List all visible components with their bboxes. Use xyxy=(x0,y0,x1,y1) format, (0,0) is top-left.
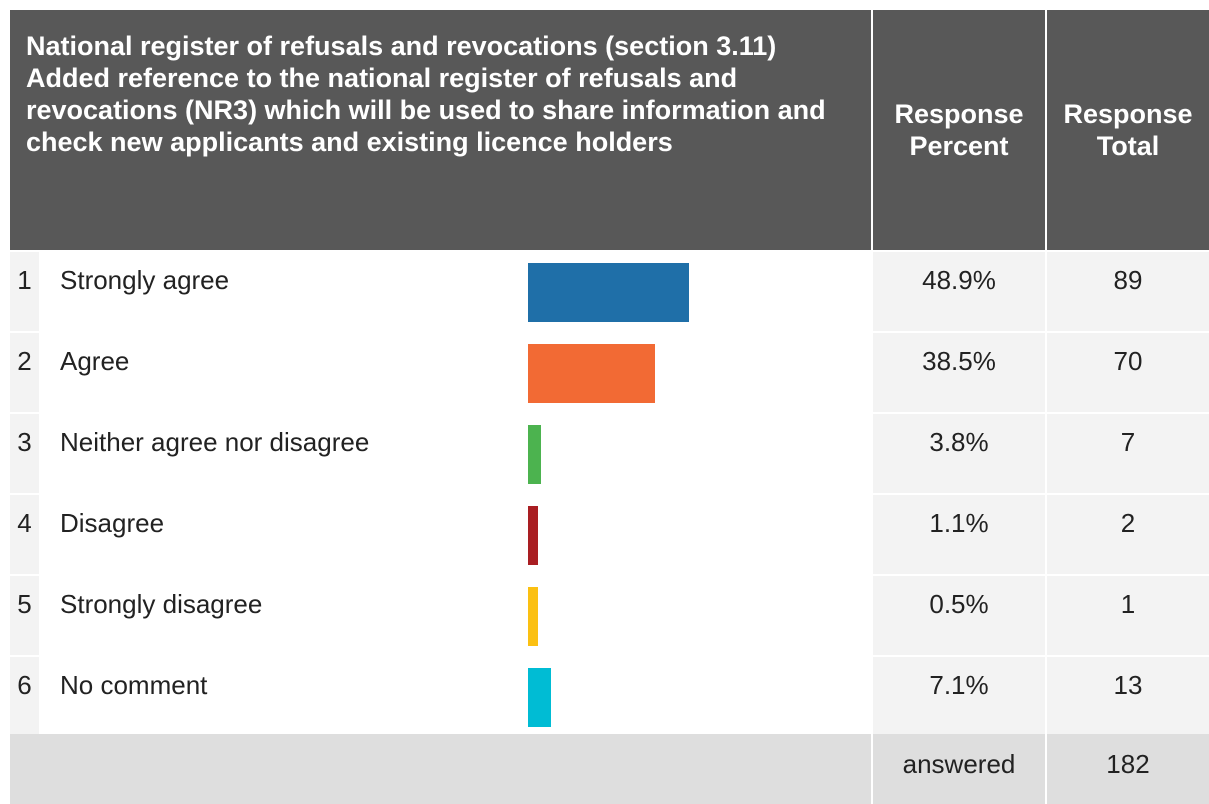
response-percent: 0.5% xyxy=(873,576,1045,655)
response-total: 1 xyxy=(1047,576,1209,655)
response-total: 89 xyxy=(1047,252,1209,331)
answer-label: Disagree xyxy=(41,495,518,574)
answer-label: Strongly agree xyxy=(41,252,518,331)
answered-count: 182 xyxy=(1047,734,1209,804)
answer-bar xyxy=(528,587,538,646)
response-total: 13 xyxy=(1047,657,1209,736)
answer-label: No comment xyxy=(41,657,518,736)
row-number: 4 xyxy=(10,495,39,574)
response-percent-header: Response Percent xyxy=(873,10,1045,250)
answer-bar xyxy=(528,425,541,484)
response-total: 7 xyxy=(1047,414,1209,493)
response-total: 2 xyxy=(1047,495,1209,574)
answer-bar xyxy=(528,668,551,727)
response-total-header: Response Total xyxy=(1047,10,1209,250)
answer-bar xyxy=(528,506,538,565)
row-number: 6 xyxy=(10,657,39,736)
answer-bar xyxy=(528,344,655,403)
bar-cell xyxy=(520,495,871,574)
response-total: 70 xyxy=(1047,333,1209,412)
row-number: 1 xyxy=(10,252,39,331)
answered-label: answered xyxy=(873,734,1045,804)
row-number: 3 xyxy=(10,414,39,493)
row-number: 5 xyxy=(10,576,39,655)
response-percent: 1.1% xyxy=(873,495,1045,574)
response-percent: 7.1% xyxy=(873,657,1045,736)
answer-label: Neither agree nor disagree xyxy=(41,414,518,493)
answer-bar xyxy=(528,263,689,322)
answer-label: Strongly disagree xyxy=(41,576,518,655)
bar-cell xyxy=(520,252,871,331)
response-percent: 38.5% xyxy=(873,333,1045,412)
bar-cell xyxy=(520,414,871,493)
question-text: National register of refusals and revoca… xyxy=(26,31,826,157)
response-percent: 3.8% xyxy=(873,414,1045,493)
bar-cell xyxy=(520,333,871,412)
answer-label: Agree xyxy=(41,333,518,412)
response-percent: 48.9% xyxy=(873,252,1045,331)
bar-cell xyxy=(520,657,871,736)
footer-blank xyxy=(10,734,871,804)
row-number: 2 xyxy=(10,333,39,412)
bar-cell xyxy=(520,576,871,655)
question-header: National register of refusals and revoca… xyxy=(10,10,871,250)
